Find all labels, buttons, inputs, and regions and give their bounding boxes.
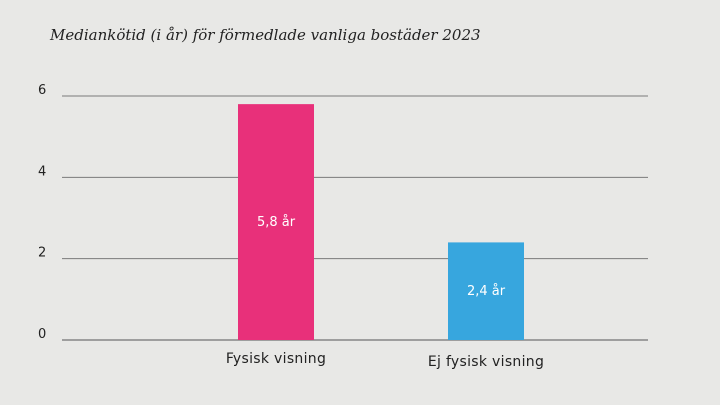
bar-ej-fysisk-visning: [448, 242, 524, 340]
labels: 5,8 år Fysisk visning 2,4 år Ej fysisk visn…: [226, 215, 544, 370]
chart-title: Mediankötid (i år) för förmedlade vanlig…: [50, 26, 481, 44]
data-label: 5,8 år: [257, 215, 296, 230]
x-category-label: Ej fysisk visning: [428, 354, 544, 370]
y-tick-label: 4: [38, 164, 46, 179]
bar-fysisk-visning: [238, 104, 314, 340]
gridlines: [62, 95, 648, 341]
y-tick-label: 0: [38, 327, 46, 342]
x-category-label: Fysisk visning: [226, 351, 326, 367]
y-tick-label: 2: [38, 246, 46, 261]
y-axis-ticks: 0 2 4 6: [38, 83, 46, 342]
y-tick-label: 6: [38, 83, 46, 98]
bars: [238, 104, 524, 340]
data-label: 2,4 år: [467, 284, 506, 299]
